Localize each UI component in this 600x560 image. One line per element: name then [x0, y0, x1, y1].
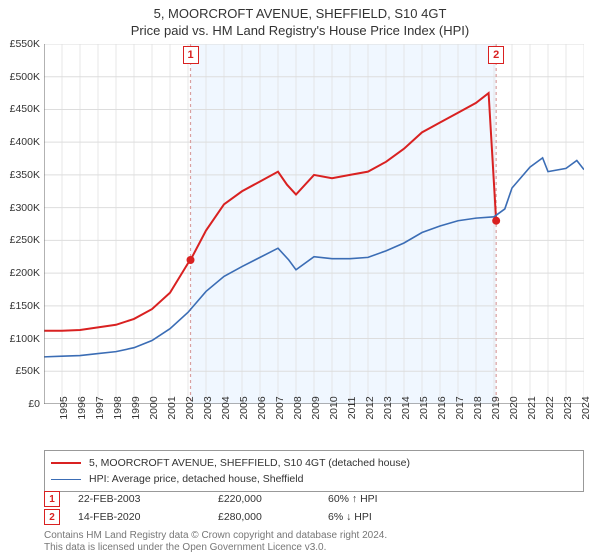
y-tick-label: £450K	[10, 103, 40, 115]
y-axis-labels: £0£50K£100K£150K£200K£250K£300K£350K£400…	[0, 44, 44, 404]
event-price-2: £280,000	[218, 511, 328, 523]
event-delta-2: 6% ↓ HPI	[328, 511, 438, 523]
legend-label-property: 5, MOORCROFT AVENUE, SHEFFIELD, S10 4GT …	[89, 455, 410, 471]
x-tick-label: 2025	[584, 396, 600, 419]
y-tick-label: £150K	[10, 300, 40, 312]
chart-marker-2: 2	[488, 46, 504, 64]
event-delta-1: 60% ↑ HPI	[328, 493, 438, 505]
y-tick-label: £350K	[10, 169, 40, 181]
chart-titles: 5, MOORCROFT AVENUE, SHEFFIELD, S10 4GT …	[0, 0, 600, 38]
event-price-1: £220,000	[218, 493, 328, 505]
legend: 5, MOORCROFT AVENUE, SHEFFIELD, S10 4GT …	[44, 450, 584, 492]
plot-area: 12	[44, 44, 584, 404]
y-tick-label: £550K	[10, 38, 40, 50]
y-tick-label: £250K	[10, 234, 40, 246]
chart-subtitle: Price paid vs. HM Land Registry's House …	[0, 23, 600, 38]
legend-item-property: 5, MOORCROFT AVENUE, SHEFFIELD, S10 4GT …	[51, 455, 577, 471]
legend-item-hpi: HPI: Average price, detached house, Shef…	[51, 471, 577, 487]
event-row-1: 1 22-FEB-2003 £220,000 60% ↑ HPI	[44, 490, 584, 508]
event-marker-1: 1	[44, 491, 60, 507]
y-tick-label: £100K	[10, 333, 40, 345]
y-tick-label: £50K	[15, 365, 40, 377]
event-row-2: 2 14-FEB-2020 £280,000 6% ↓ HPI	[44, 508, 584, 526]
chart-title: 5, MOORCROFT AVENUE, SHEFFIELD, S10 4GT	[0, 6, 600, 21]
event-marker-2: 2	[44, 509, 60, 525]
event-date-2: 14-FEB-2020	[78, 511, 218, 523]
legend-swatch-hpi	[51, 479, 81, 480]
y-tick-label: £400K	[10, 136, 40, 148]
chart-svg	[44, 44, 584, 404]
y-tick-label: £0	[28, 398, 40, 410]
events-table: 1 22-FEB-2003 £220,000 60% ↑ HPI 2 14-FE…	[44, 490, 584, 526]
legend-swatch-property	[51, 462, 81, 464]
x-axis-labels: 1995199619971998199920002001200220032004…	[44, 406, 584, 446]
y-tick-label: £500K	[10, 71, 40, 83]
chart-marker-1: 1	[183, 46, 199, 64]
event-date-1: 22-FEB-2003	[78, 493, 218, 505]
footer: Contains HM Land Registry data © Crown c…	[44, 530, 584, 554]
footer-line-1: Contains HM Land Registry data © Crown c…	[44, 530, 584, 542]
footer-line-2: This data is licensed under the Open Gov…	[44, 542, 584, 554]
legend-label-hpi: HPI: Average price, detached house, Shef…	[89, 471, 303, 487]
y-tick-label: £200K	[10, 267, 40, 279]
y-tick-label: £300K	[10, 202, 40, 214]
